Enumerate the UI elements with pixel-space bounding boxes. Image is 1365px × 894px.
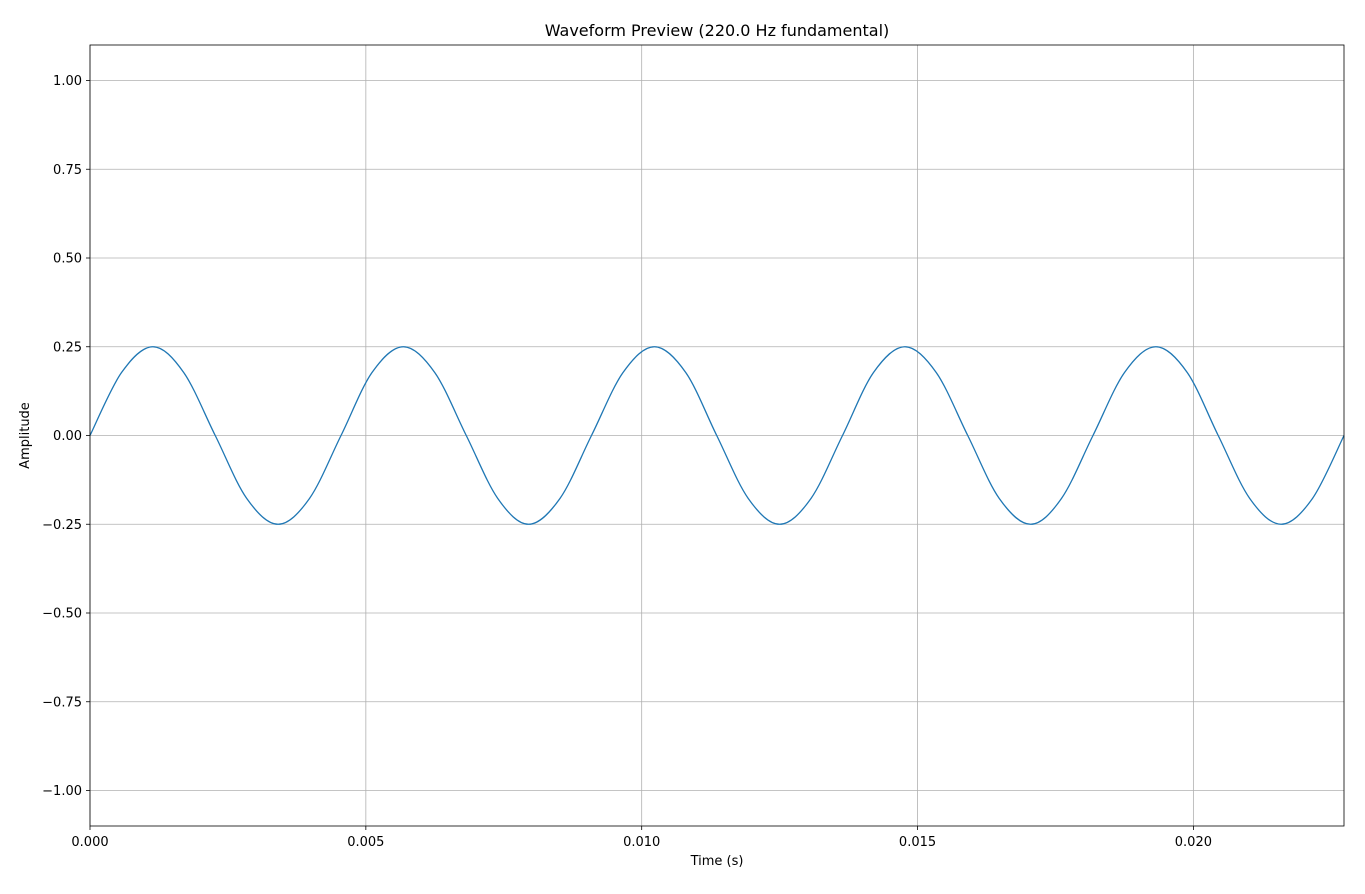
- y-axis-label: Amplitude: [18, 402, 33, 469]
- x-tick-label: 0.010: [623, 835, 660, 850]
- grid: [89, 45, 1344, 826]
- y-tick-label: 0.25: [53, 340, 82, 355]
- x-axis: 0.000 0.005 0.010 0.015 0.020: [71, 826, 1212, 850]
- chart-title: Waveform Preview (220.0 Hz fundamental): [545, 21, 890, 40]
- y-tick-label: 0.75: [53, 163, 82, 178]
- y-tick-label: −0.50: [42, 607, 82, 622]
- plot-area: [89, 346, 1345, 525]
- x-tick-label: 0.020: [1175, 835, 1212, 850]
- y-tick-label: 1.00: [53, 74, 82, 89]
- y-tick-label: −0.25: [42, 518, 82, 533]
- y-tick-label: −0.75: [42, 695, 82, 710]
- y-tick-label: 0.50: [53, 252, 82, 267]
- y-tick-label: 0.00: [53, 429, 82, 444]
- x-tick-label: 0.015: [899, 835, 936, 850]
- x-tick-label: 0.000: [71, 835, 108, 850]
- x-tick-label: 0.005: [347, 835, 384, 850]
- y-tick-label: −1.00: [42, 784, 82, 799]
- x-axis-label: Time (s): [690, 854, 744, 869]
- waveform-line: [89, 346, 1345, 525]
- y-axis: 1.00 0.75 0.50 0.25 0.00 −0.25 −0.50 −0.75 −1.00: [42, 74, 90, 799]
